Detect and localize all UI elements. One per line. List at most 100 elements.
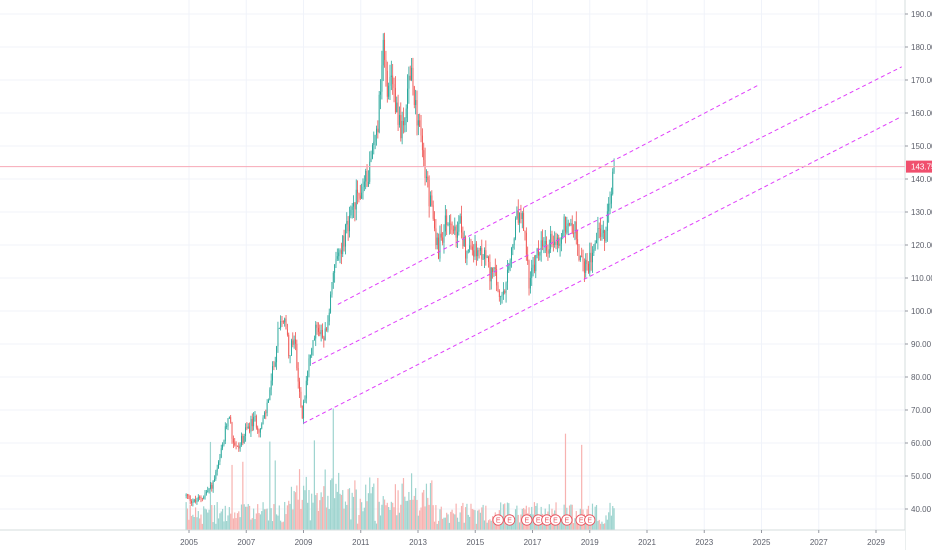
volume-bar [610, 515, 612, 530]
volume-bar [344, 501, 347, 530]
volume-bar [307, 502, 309, 530]
x-tick-label: 2017 [524, 538, 542, 547]
candle-body [470, 245, 472, 247]
candle-body [565, 216, 566, 233]
candle-body [381, 65, 383, 92]
candle-body [570, 223, 572, 225]
candle-body [261, 424, 263, 429]
candle-body [424, 160, 426, 178]
candle-body [411, 67, 413, 81]
candle-body [331, 282, 333, 295]
candle-body [562, 230, 564, 238]
x-tick-label: 2027 [810, 538, 828, 547]
candle-body [247, 426, 249, 429]
volume-bar [325, 507, 328, 530]
volume-bar [409, 499, 411, 530]
candle-body [416, 100, 418, 126]
dividend-marker[interactable] [584, 514, 596, 526]
volume-bar [456, 517, 459, 530]
volume-bar [231, 464, 233, 530]
candle-body [242, 435, 244, 443]
dividend-marker[interactable] [492, 514, 504, 526]
candle-body [199, 496, 201, 498]
candle-body [419, 120, 421, 127]
volume-bar [213, 505, 216, 530]
volume-bar [443, 517, 445, 530]
volume-bar [550, 523, 552, 530]
volume-bar [571, 504, 573, 530]
candle-body [492, 267, 494, 273]
candle-body [543, 244, 545, 247]
candle-body [220, 448, 222, 458]
candle-body [392, 75, 394, 85]
volume-bar [302, 485, 305, 530]
candle-body [312, 340, 314, 349]
candle-body [335, 258, 337, 265]
candle-body [609, 203, 611, 205]
channel-line[interactable] [311, 66, 902, 365]
volume-bar [352, 496, 355, 530]
volume-bar [217, 518, 220, 530]
candle-body [450, 223, 452, 225]
dividend-marker[interactable] [549, 514, 562, 526]
volume-bar [447, 514, 449, 530]
volume-bar [471, 508, 473, 530]
candle-body [330, 294, 332, 313]
volume-bar [201, 523, 203, 530]
candle-body [421, 135, 423, 151]
volume-bar [470, 503, 472, 530]
candle-body [585, 259, 587, 273]
candle-body [559, 243, 561, 246]
channel-line[interactable] [337, 84, 759, 305]
volume-bar [502, 504, 504, 530]
volume-bar [316, 493, 318, 530]
price-axis[interactable]: 40.00 50.00 60.00 70.00 80.00 90.00 100.00 110.… [904, 0, 932, 550]
volume-bar [450, 511, 452, 530]
candle-body [236, 445, 238, 447]
candle-body [212, 480, 214, 489]
candle-body [574, 221, 576, 234]
dividend-marker[interactable] [561, 514, 573, 526]
candle-body [509, 260, 511, 267]
candle-body [308, 358, 310, 372]
candle-body [254, 416, 256, 417]
candle-body [583, 261, 585, 273]
volume-bar [382, 496, 384, 530]
last-price-label: 143.75 [911, 163, 932, 172]
volume-bar [331, 478, 333, 530]
volume-bar [290, 486, 293, 530]
candle-body [598, 228, 600, 229]
time-axis[interactable]: 2005 2007 2009 2011 2013 2015 2017 2019 2021 2023… [0, 529, 905, 550]
volume-bar [284, 501, 286, 530]
candle-body [431, 195, 433, 206]
candle-body [316, 324, 318, 328]
candle-body [494, 267, 496, 270]
x-tick-label: 2009 [295, 538, 313, 547]
volume-bar [379, 515, 382, 530]
candle-body [563, 216, 565, 231]
volume-bar [415, 488, 417, 530]
x-tick-label: 2021 [638, 538, 656, 547]
candle-body [353, 202, 354, 207]
volume-bar [475, 523, 477, 530]
candle-body [555, 241, 557, 245]
candle-body [203, 497, 205, 499]
channel-lines[interactable] [303, 66, 902, 424]
candle-body [259, 428, 261, 433]
candle-body [582, 257, 584, 262]
candle-body [282, 321, 284, 323]
volume-bar [281, 522, 283, 530]
dividend-marker[interactable] [521, 514, 533, 526]
volume-bar [350, 519, 352, 530]
volume-bar [267, 520, 270, 530]
volume-bar [221, 508, 224, 530]
dividend-marker[interactable] [503, 514, 516, 526]
volume-bar [297, 499, 299, 530]
candle-body [461, 216, 462, 233]
volume-bar [464, 507, 467, 530]
volume-bar [304, 490, 306, 530]
volume-bar [408, 491, 410, 530]
candle-body [193, 499, 195, 503]
